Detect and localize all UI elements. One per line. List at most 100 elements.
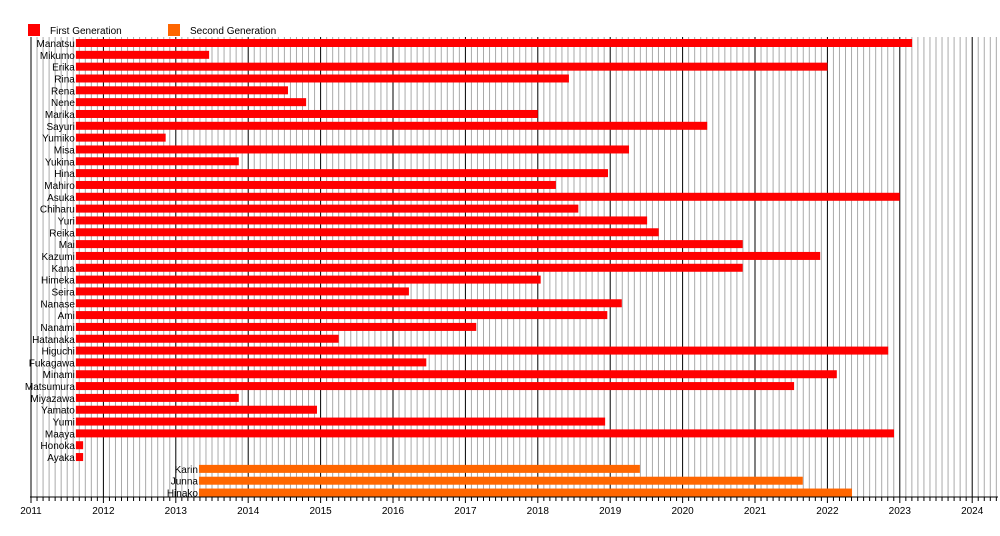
bar-misa	[75, 145, 630, 154]
bar-mikumo	[75, 50, 210, 59]
row-label-erika: Erika	[52, 63, 75, 74]
x-tick-label: 2012	[92, 506, 115, 517]
x-tick-label: 2015	[309, 506, 332, 517]
row-label-seira: Seira	[52, 287, 76, 298]
x-tick-label: 2021	[744, 506, 767, 517]
row-label-yuri: Yuri	[58, 216, 75, 227]
row-label-nanase: Nanase	[40, 299, 75, 310]
row-label-sayuri: Sayuri	[47, 122, 75, 133]
bar-himeka	[75, 275, 541, 284]
x-tick-label: 2019	[599, 506, 622, 517]
bar-miyazawa	[75, 393, 239, 402]
row-label-hatanaka: Hatanaka	[32, 335, 75, 346]
legend: First Generation Second Generation	[28, 24, 276, 37]
x-tick-label: 2022	[816, 506, 839, 517]
x-tick-label: 2016	[382, 506, 405, 517]
row-label-reika: Reika	[49, 228, 75, 239]
row-label-rena: Rena	[51, 86, 75, 97]
row-label-yumi: Yumi	[53, 418, 75, 429]
x-tick-label: 2014	[237, 506, 260, 517]
bar-kana	[75, 263, 743, 272]
bar-fukagawa	[75, 358, 427, 367]
row-label-nanami: Nanami	[40, 323, 74, 334]
legend-label-first-generation: First Generation	[50, 26, 122, 37]
row-label-hina: Hina	[54, 169, 75, 180]
bar-nanami	[75, 322, 477, 331]
bar-chiharu	[75, 204, 579, 213]
row-label-hinako: Hinako	[167, 489, 199, 500]
bar-honoka	[75, 441, 84, 450]
bar-reika	[75, 228, 659, 237]
row-label-higuchi: Higuchi	[42, 347, 75, 358]
bar-hatanaka	[75, 334, 339, 343]
bar-ayaka	[75, 453, 84, 462]
x-tick-label: 2020	[671, 506, 694, 517]
bar-yamato	[75, 405, 317, 414]
row-label-miyazawa: Miyazawa	[30, 394, 75, 405]
row-label-minami: Minami	[43, 370, 75, 381]
x-tick-label: 2023	[889, 506, 912, 517]
row-label-mahiro: Mahiro	[44, 181, 75, 192]
x-tick-label: 2018	[527, 506, 550, 517]
row-label-yumiko: Yumiko	[42, 134, 75, 145]
row-label-kana: Kana	[52, 264, 76, 275]
x-tick-label: 2011	[20, 506, 42, 517]
bar-sayuri	[75, 121, 708, 130]
row-labels: ManatsuMikumoErikaRinaRenaNeneMarikaSayu…	[25, 39, 199, 500]
bar-yumiko	[75, 133, 166, 142]
bars	[75, 39, 913, 497]
bar-karin	[198, 464, 640, 473]
bar-marika	[75, 109, 538, 118]
bar-seira	[75, 287, 409, 296]
row-label-misa: Misa	[54, 145, 76, 156]
bar-yumi	[75, 417, 606, 426]
bar-yukina	[75, 157, 239, 166]
bar-matsumura	[75, 382, 795, 391]
row-label-maaya: Maaya	[45, 429, 75, 440]
bar-erika	[75, 62, 828, 71]
bar-maaya	[75, 429, 895, 438]
bar-rena	[75, 86, 289, 95]
legend-swatch-second-generation	[168, 24, 180, 36]
row-label-ayaka: Ayaka	[47, 453, 75, 464]
bar-higuchi	[75, 346, 889, 355]
row-label-asuka: Asuka	[47, 193, 75, 204]
row-label-fukagawa: Fukagawa	[29, 358, 76, 369]
row-label-kazumi: Kazumi	[42, 252, 75, 263]
row-label-rina: Rina	[54, 74, 75, 85]
x-axis: 2011 2012 2013 2014 2015 2016 2017 2018 2019 2020…	[20, 496, 998, 517]
bar-nene	[75, 98, 307, 107]
row-label-junna: Junna	[171, 477, 199, 488]
row-label-nene: Nene	[51, 98, 75, 109]
x-tick-label: 2017	[454, 506, 477, 517]
row-label-chiharu: Chiharu	[40, 205, 75, 216]
x-tick-label: 2024	[961, 506, 984, 517]
x-tick-label: 2013	[165, 506, 188, 517]
row-label-karin: Karin	[175, 465, 198, 476]
row-label-yamato: Yamato	[41, 406, 75, 417]
legend-swatch-first-generation	[28, 24, 40, 36]
bar-yuri	[75, 216, 648, 225]
bar-hina	[75, 169, 609, 178]
legend-label-second-generation: Second Generation	[190, 26, 276, 37]
row-label-himeka: Himeka	[41, 276, 75, 287]
bar-mai	[75, 240, 743, 249]
bar-junna	[198, 476, 803, 485]
bar-mahiro	[75, 180, 556, 189]
row-label-ami: Ami	[58, 311, 75, 322]
bar-rina	[75, 74, 569, 83]
row-label-yukina: Yukina	[45, 157, 75, 168]
row-label-honoka: Honoka	[40, 441, 75, 452]
bar-kazumi	[75, 251, 821, 260]
row-label-manatsu: Manatsu	[37, 39, 75, 50]
row-label-matsumura: Matsumura	[25, 382, 75, 393]
bar-manatsu	[75, 39, 913, 47]
row-label-mai: Mai	[59, 240, 75, 251]
bar-hinako	[198, 488, 853, 497]
bar-asuka	[75, 192, 900, 201]
bar-minami	[75, 370, 837, 379]
row-label-mikumo: Mikumo	[40, 51, 75, 62]
row-label-marika: Marika	[45, 110, 75, 121]
bar-ami	[75, 311, 608, 320]
